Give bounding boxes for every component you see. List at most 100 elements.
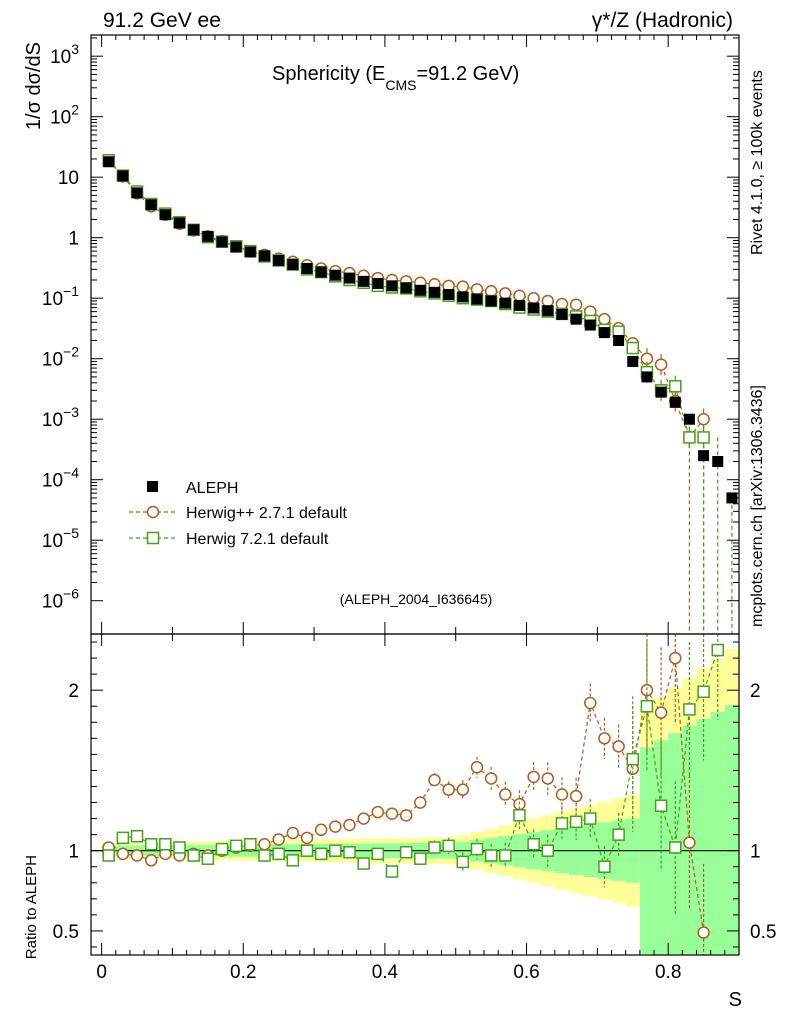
ratio-point	[371, 847, 385, 861]
ratio-point	[456, 855, 470, 869]
y-tick-label-base: 10	[50, 108, 71, 129]
series-point	[414, 284, 426, 296]
series-point	[697, 412, 710, 426]
ratio-point	[470, 842, 484, 856]
ratio-panel	[90, 633, 740, 956]
y-tick-label-base: 10	[42, 531, 63, 552]
ratio-point	[697, 685, 710, 699]
ratio-point	[201, 852, 215, 865]
ratio-point	[286, 854, 300, 867]
analysis-id: (ALEPH_2004_I636645)	[340, 591, 493, 607]
x-tick-label: 0	[96, 962, 107, 983]
series-point	[159, 209, 171, 221]
ratio-point	[584, 812, 597, 825]
ratio-point	[626, 752, 640, 766]
ratio-point	[428, 841, 441, 854]
ratio-point	[385, 807, 399, 821]
ratio-point	[399, 846, 413, 859]
series-point	[697, 431, 710, 444]
ratio-point	[569, 789, 583, 803]
legend-label-herwigpp: Herwig++ 2.7.1 default	[186, 505, 348, 522]
ratio-point	[541, 844, 555, 857]
y-tick-label: 10−3	[42, 404, 79, 431]
y-axis-label-top: 1/σ dσ/dS	[23, 42, 45, 130]
y-tick-label-base: 10	[50, 47, 71, 68]
ratio-point	[555, 817, 569, 830]
y-tick-label: 103	[50, 41, 79, 68]
ratio-point	[428, 773, 441, 787]
series-point	[358, 275, 370, 287]
ratio-point	[144, 854, 158, 867]
series-point	[669, 396, 681, 408]
series-point	[457, 291, 469, 303]
series-point	[470, 283, 484, 296]
ratio-point	[229, 839, 243, 853]
series-point	[273, 254, 285, 266]
ratio-point	[357, 812, 370, 825]
series-point	[698, 450, 710, 462]
ratio-point	[612, 828, 625, 841]
y-tick-label-exponent: −2	[63, 344, 79, 360]
ratio-point	[584, 696, 597, 710]
ratio-point	[669, 651, 682, 665]
chart-title-main: Sphericity (E	[272, 63, 385, 85]
ratio-point	[314, 823, 328, 837]
series-point	[654, 358, 668, 371]
y-tick-label: 10	[58, 168, 79, 189]
ratio-point	[541, 772, 555, 785]
ratio-band-inner	[710, 712, 726, 955]
series-point	[570, 313, 582, 325]
series-point	[329, 269, 341, 281]
ratio-point	[711, 643, 725, 657]
y-tick-label-base: 10	[42, 350, 63, 371]
x-axis-label: S	[729, 989, 742, 1011]
ratio-point	[555, 788, 569, 801]
ratio-point	[258, 849, 271, 862]
series-point	[117, 170, 129, 182]
series-point	[485, 295, 497, 307]
ratio-point	[314, 847, 328, 861]
chart-title: Sphericity (ECMS=91.2 GeV)	[272, 63, 519, 93]
ratio-y-tick-label: 2	[68, 681, 79, 702]
y-tick-label: 10−6	[42, 586, 79, 613]
y-tick-label-exponent: 2	[71, 102, 79, 118]
legend-marker-aleph	[147, 481, 158, 492]
y-tick-label-exponent: −4	[63, 465, 79, 481]
series-point	[131, 187, 143, 199]
ratio-point	[598, 732, 611, 745]
series-point	[499, 297, 511, 309]
ratio-point	[329, 844, 342, 857]
ratio-y-tick-label-right: 0.5	[750, 922, 776, 943]
ratio-y-tick-label-right: 2	[750, 681, 761, 702]
x-tick-label: 0.4	[372, 962, 399, 983]
series-point	[641, 371, 653, 383]
y-tick-label-exponent: 3	[71, 41, 79, 57]
y-tick-label: 10−4	[42, 465, 79, 492]
ratio-point	[116, 831, 130, 845]
y-tick-label: 10−2	[42, 344, 79, 371]
ratio-point	[654, 799, 668, 812]
series-point	[598, 312, 611, 326]
ratio-y-tick-label-right: 1	[750, 842, 761, 863]
series-point	[456, 280, 470, 293]
series-point	[244, 246, 256, 258]
ratio-point	[130, 849, 144, 862]
ratio-point	[300, 831, 314, 845]
ratio-point	[654, 706, 668, 719]
ratio-point	[159, 838, 172, 851]
ratio-point	[329, 820, 342, 833]
ratio-point	[683, 836, 696, 849]
series-point	[216, 236, 228, 248]
series-point	[499, 287, 512, 300]
ratio-point	[640, 699, 654, 713]
series-point	[230, 241, 242, 253]
series-point	[513, 299, 525, 311]
header-right: γ*/Z (Hadronic)	[592, 9, 733, 32]
series-point	[145, 199, 157, 211]
ratio-point	[484, 772, 498, 785]
ratio-point	[130, 829, 144, 843]
ratio-point	[357, 857, 370, 870]
ratio-point	[414, 852, 427, 865]
series-point	[683, 431, 696, 444]
